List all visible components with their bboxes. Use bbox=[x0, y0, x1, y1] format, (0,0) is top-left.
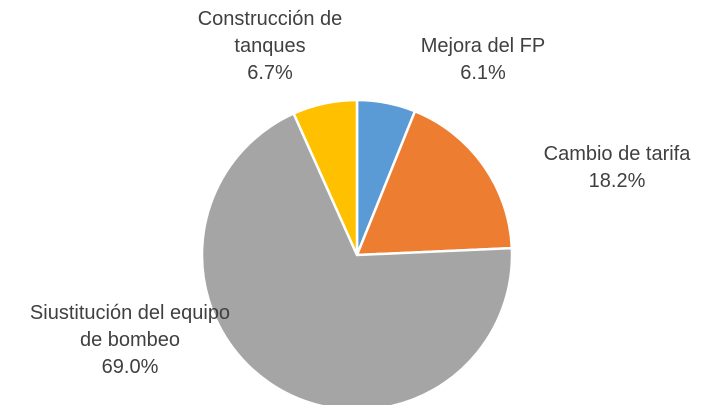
value-label: 6.7% bbox=[247, 62, 293, 84]
category-label: Construcción de tanques bbox=[197, 8, 343, 57]
slice-label: Cambio de tarifa 18.2% bbox=[517, 141, 717, 195]
pie-slice bbox=[292, 98, 359, 256]
value-label: 6.1% bbox=[460, 62, 506, 84]
slice-label: Siustitución del equipo de bombeo 69.0% bbox=[20, 300, 240, 381]
pie-slice bbox=[355, 109, 514, 257]
slice-label: Mejora del FP 6.1% bbox=[383, 33, 583, 87]
category-label: Mejora del FP bbox=[420, 35, 546, 57]
pie-slice bbox=[200, 111, 514, 405]
category-label: Cambio de tarifa bbox=[543, 143, 691, 165]
value-label: 18.2% bbox=[588, 170, 646, 192]
category-label: Siustitución del equipo de bombeo bbox=[29, 302, 231, 351]
value-label: 69.0% bbox=[101, 356, 159, 378]
slice-label: Construcción de tanques 6.7% bbox=[195, 6, 345, 87]
